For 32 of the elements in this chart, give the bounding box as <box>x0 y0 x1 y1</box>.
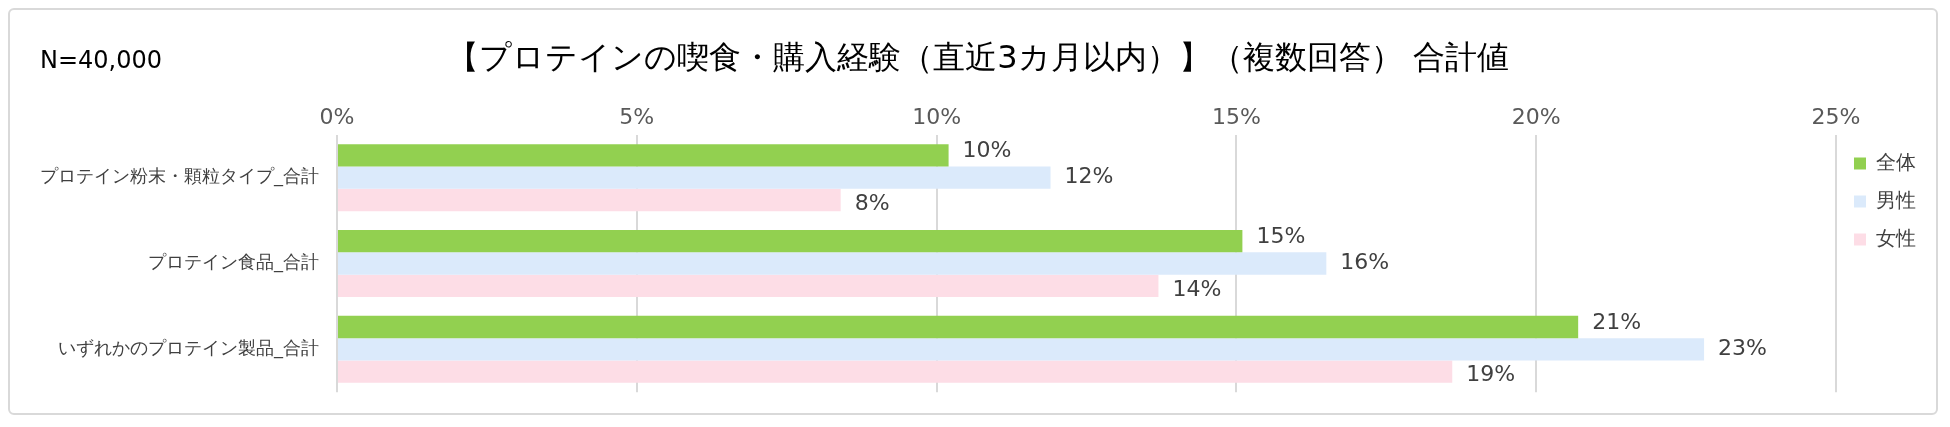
data-label: 14% <box>1172 275 1222 301</box>
data-label: 8% <box>854 189 890 215</box>
bar <box>338 188 841 212</box>
y-tick-label: プロテイン粉末・顆粒タイプ_合計 <box>40 165 319 188</box>
x-tick-label: 15% <box>1211 104 1261 130</box>
x-tick-label: 20% <box>1511 104 1561 130</box>
legend-label: 男性 <box>1876 187 1916 212</box>
legend-label: 全体 <box>1876 149 1916 174</box>
bar <box>338 166 1051 189</box>
data-label: 10% <box>962 137 1012 163</box>
y-tick-label: いずれかのプロテイン製品_合計 <box>58 336 319 359</box>
chart-title: 【プロテインの喫食・購入経験（直近3カ月以内）】（複数回答） 合計値 <box>447 37 1509 76</box>
x-tick-label: 10% <box>912 104 962 130</box>
data-label: 15% <box>1256 222 1306 248</box>
bar <box>338 360 1453 383</box>
data-label: 21% <box>1592 308 1642 334</box>
text: N=40,000 <box>40 46 163 75</box>
data-label: 16% <box>1340 249 1390 275</box>
x-tick-label: 25% <box>1811 104 1861 130</box>
x-tick-label: 0% <box>319 104 355 130</box>
data-label: 12% <box>1064 163 1114 189</box>
bar <box>338 315 1579 339</box>
bar <box>338 144 949 167</box>
bar <box>338 338 1705 361</box>
data-label: 23% <box>1718 335 1767 361</box>
bar <box>338 230 1243 253</box>
y-tick-label: プロテイン食品_合計 <box>148 251 319 274</box>
bar <box>338 252 1327 275</box>
data-label: 19% <box>1466 361 1516 387</box>
bar <box>338 274 1159 297</box>
x-tick-label: 5% <box>619 104 655 130</box>
legend-label: 女性 <box>1876 225 1916 250</box>
